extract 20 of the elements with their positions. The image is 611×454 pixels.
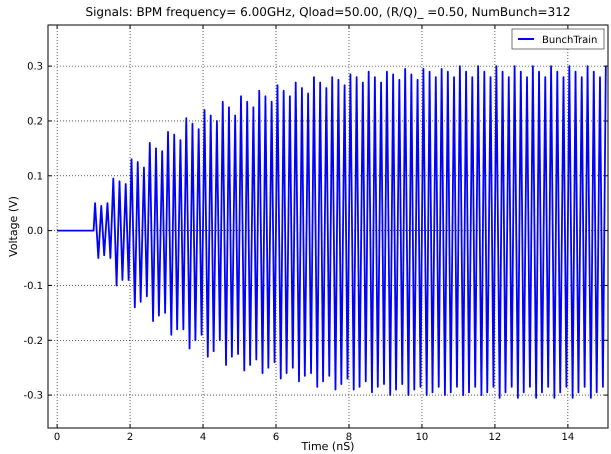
- y-tick-label: 0.0: [27, 226, 43, 238]
- y-tick-label: -0.2: [23, 336, 43, 347]
- x-tick-label: 12: [488, 432, 502, 443]
- x-tick-label: 10: [416, 432, 428, 443]
- x-tick-label: 8: [346, 432, 352, 443]
- x-tick-label: 6: [272, 432, 280, 443]
- legend-label: BunchTrain: [542, 35, 598, 46]
- y-tick-label: 0.3: [27, 62, 43, 73]
- y-tick-label: 0.1: [27, 171, 43, 182]
- y-tick-label: -0.1: [23, 280, 43, 292]
- x-axis-title: Time (nS): [300, 440, 354, 453]
- x-tick-label: 2: [126, 432, 134, 443]
- line-series: [56, 65, 607, 399]
- chart-title: Signals: BPM frequency= 6.00GHz, Qload=50.00, (R/Q)_ =0.50, NumBunch=312: [85, 5, 571, 19]
- x-tick-label: 4: [200, 432, 206, 443]
- x-tick-label: 14: [562, 432, 574, 443]
- y-tick-label: 0.2: [27, 116, 43, 128]
- y-tick-label: -0.3: [23, 390, 43, 402]
- x-tick-label: 0: [54, 432, 60, 443]
- y-axis-title: Voltage (V): [7, 196, 20, 257]
